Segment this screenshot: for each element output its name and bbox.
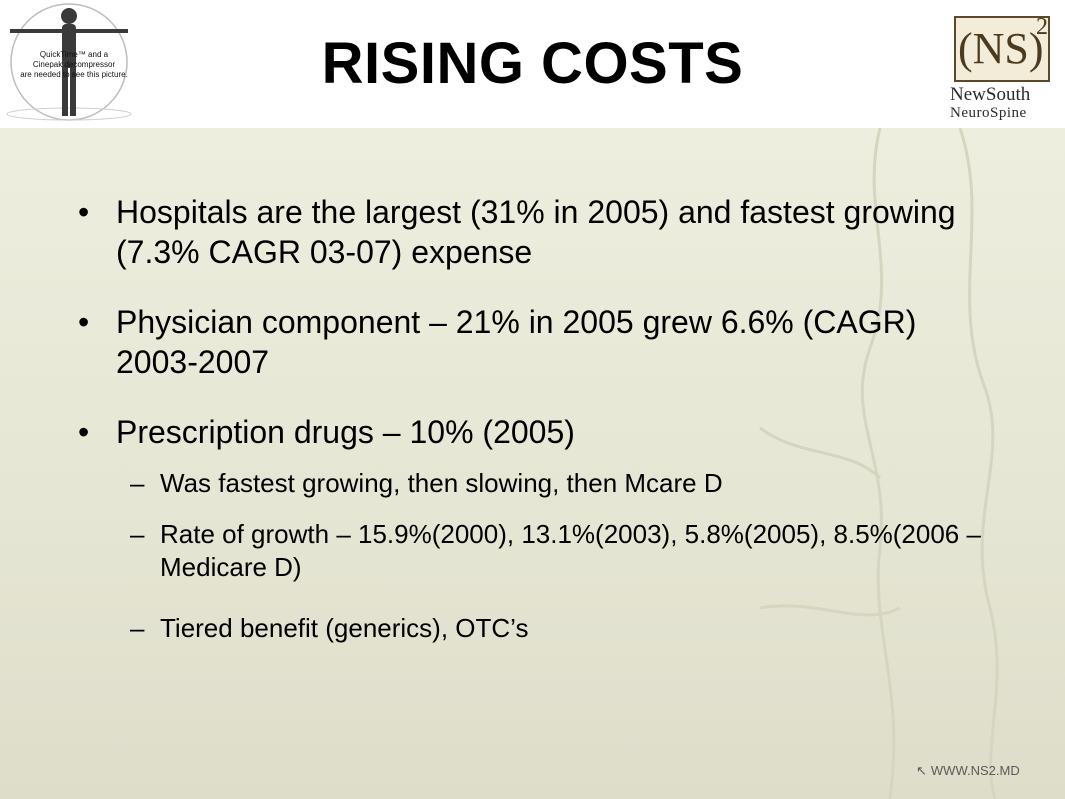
human-figure-icon [6, 3, 132, 121]
brand-mark-text: (NS) [958, 24, 1044, 73]
page-title: RISING COSTS [321, 31, 744, 96]
bullet-glyph: • [78, 194, 90, 230]
bullet-text: Prescription drugs – 10% (2005) [116, 414, 575, 450]
sub-bullet-text: Was fastest growing, then slowing, then … [160, 468, 723, 498]
bullet-glyph: • [78, 414, 90, 450]
slide-header [0, 0, 1065, 128]
sub-bullet-glyph: – [130, 468, 145, 498]
bullet-glyph: • [78, 304, 90, 340]
body-watermark-icon [759, 128, 999, 799]
sub-bullet-glyph: – [130, 519, 145, 549]
sub-bullet-text: Rate of growth – 15.9%(2000), 13.1%(2003… [160, 519, 981, 582]
brand-name-line1: NewSouth [950, 84, 1031, 105]
footer-url-text: WWW.NS2.MD [930, 763, 1020, 778]
anatomy-figure-logo: QuickTime™ and a Cinepak decompressor ar… [4, 2, 134, 124]
bullet-text: Hospitals are the largest (31% in 2005) … [116, 194, 956, 270]
brand-name-line2: NeuroSpine [950, 105, 1027, 121]
sub-bullet-glyph: – [130, 613, 145, 643]
sub-bullet-text: Tiered benefit (generics), OTC’s [160, 613, 529, 643]
brand-logo: (NS) 2 NewSouth NeuroSpine [948, 12, 1056, 121]
brand-superscript: 2 [1036, 14, 1048, 40]
footer-url[interactable]: ↖ WWW.NS2.MD [916, 763, 1020, 779]
brand-mark: (NS) 2 [954, 14, 1050, 82]
mouse-pointer-icon: ↖ [916, 763, 927, 778]
slide-content-background [0, 128, 1065, 799]
bullet-text: Physician component – 21% in 2005 grew 6… [116, 304, 917, 380]
figure-placeholder-note: QuickTime™ and a Cinepak decompressor ar… [20, 50, 128, 79]
